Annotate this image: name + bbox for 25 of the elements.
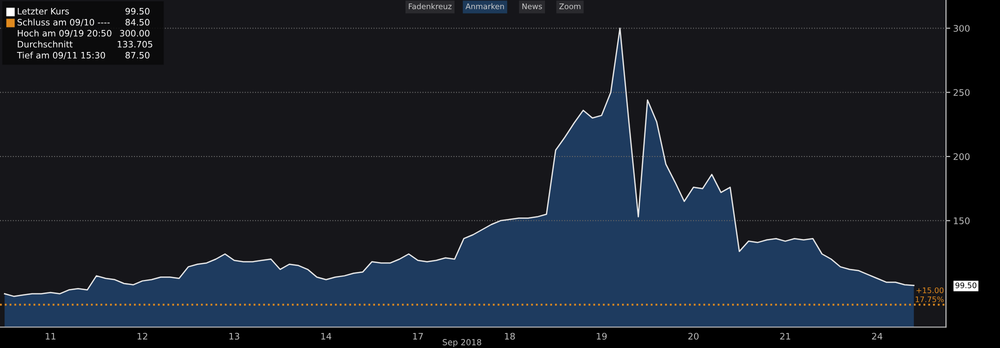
x-tick-label: 12 xyxy=(138,332,148,340)
annotation: 133.705 xyxy=(118,40,152,48)
annotation: Letzter Kurs xyxy=(18,8,69,15)
x-tick-label: 13 xyxy=(229,332,240,340)
annotation: Schluss am 09/10 ---- xyxy=(18,18,110,26)
annotation: 99.50 xyxy=(126,8,150,15)
annotation: Durchschnitt xyxy=(18,40,73,48)
y-tick-label: 200 xyxy=(954,153,970,160)
x-tick-label: 24 xyxy=(872,332,882,340)
x-tick-label: 21 xyxy=(780,332,790,340)
y-tick-label: 250 xyxy=(954,89,970,96)
annotation: 87.50 xyxy=(126,52,150,59)
y-tick-label: 300 xyxy=(954,24,970,32)
x-tick-label: 17 xyxy=(413,332,423,340)
annotation: Tief am 09/11 15:30 xyxy=(16,52,106,60)
x-tick-label: 14 xyxy=(321,332,332,340)
annotation: Hoch am 09/19 20:50 xyxy=(18,30,112,38)
x-tick-label: 19 xyxy=(596,332,607,340)
x-tick-label: 18 xyxy=(504,332,515,340)
x-tick-label: 20 xyxy=(688,332,699,340)
x-tick-label: 11 xyxy=(46,332,56,340)
annotation: 300.00 xyxy=(120,30,150,37)
annotation: 84.50 xyxy=(126,18,150,26)
x-axis-title: Sep 2018 xyxy=(442,339,482,347)
y-tick-label: 150 xyxy=(954,217,970,224)
